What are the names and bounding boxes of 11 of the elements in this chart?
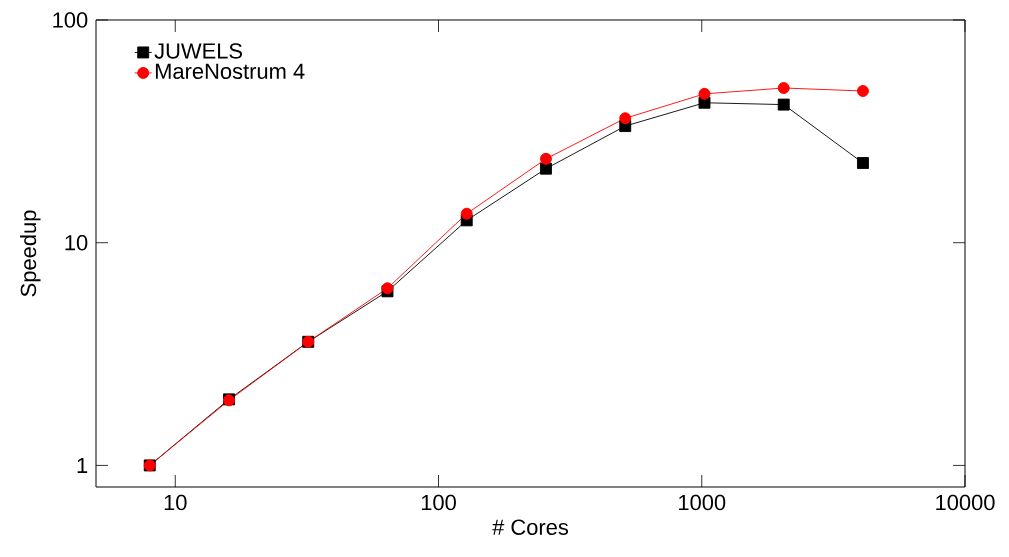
x-axis-title: # Cores	[492, 519, 569, 535]
x-tick-label: 100	[421, 494, 456, 511]
legend-label: MareNostrum 4	[155, 63, 305, 80]
y-tick-label: 1	[77, 457, 88, 473]
legend-label: JUWELS	[154, 43, 243, 59]
x-tick-label: 1000	[679, 494, 726, 511]
x-tick-label: 10	[164, 494, 187, 511]
y-tick-label: 100	[53, 12, 88, 28]
x-tick-label: 10000	[936, 494, 995, 511]
y-tick-label: 10	[65, 234, 88, 251]
y-axis-title: Speedup	[20, 210, 41, 297]
